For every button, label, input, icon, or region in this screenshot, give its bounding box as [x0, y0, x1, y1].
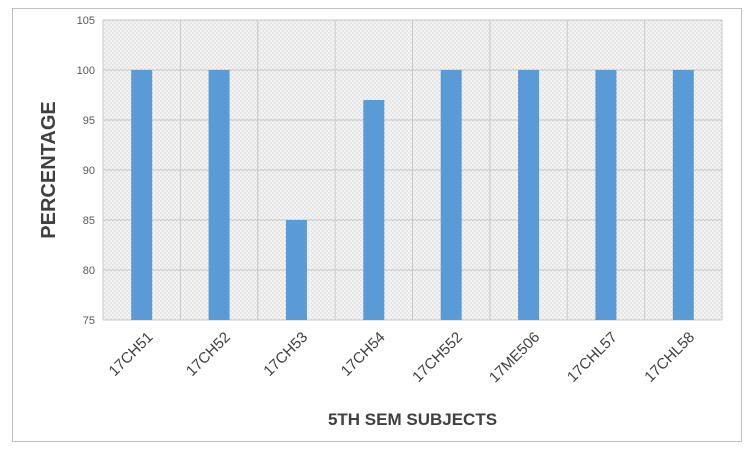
- x-tick-label: 17CH52: [183, 329, 234, 380]
- x-axis-ticks: 17CH51 17CH52 17CH53 17CH54 17CH552 17ME506 17…: [106, 329, 699, 386]
- bar-17ch52: [208, 70, 230, 320]
- y-axis-title: PERCENTAGE: [38, 101, 60, 238]
- y-tick-label: 75: [83, 315, 95, 327]
- bar-17chl58: [672, 70, 694, 320]
- y-tick-label: 80: [83, 265, 95, 277]
- x-axis-title: 5TH SEM SUBJECTS: [328, 410, 497, 429]
- bar-17ch54: [363, 100, 385, 320]
- x-tick-label: 17CHL58: [641, 329, 698, 386]
- bar-17chl57: [595, 70, 617, 320]
- x-tick-label: 17CH54: [338, 329, 389, 380]
- y-tick-label: 100: [77, 65, 95, 77]
- y-tick-label: 105: [77, 15, 95, 27]
- gridlines: [102, 19, 723, 321]
- x-tick-label: 17CH53: [260, 329, 311, 380]
- y-tick-label: 95: [83, 115, 95, 127]
- x-tick-label: 17ME506: [486, 329, 543, 386]
- bar-17me506: [518, 70, 540, 320]
- y-tick-label: 90: [83, 165, 95, 177]
- bars: [131, 70, 694, 320]
- x-tick-label: 17CH552: [409, 329, 466, 386]
- bar-17ch53: [285, 220, 307, 320]
- bar-17ch51: [131, 70, 153, 320]
- y-axis-ticks: 75 80 85 90 95 100 105: [77, 15, 95, 327]
- y-tick-label: 85: [83, 215, 95, 227]
- x-tick-label: 17CH51: [106, 329, 157, 380]
- x-tick-label: 17CHL57: [564, 329, 621, 386]
- bar-17ch552: [440, 70, 462, 320]
